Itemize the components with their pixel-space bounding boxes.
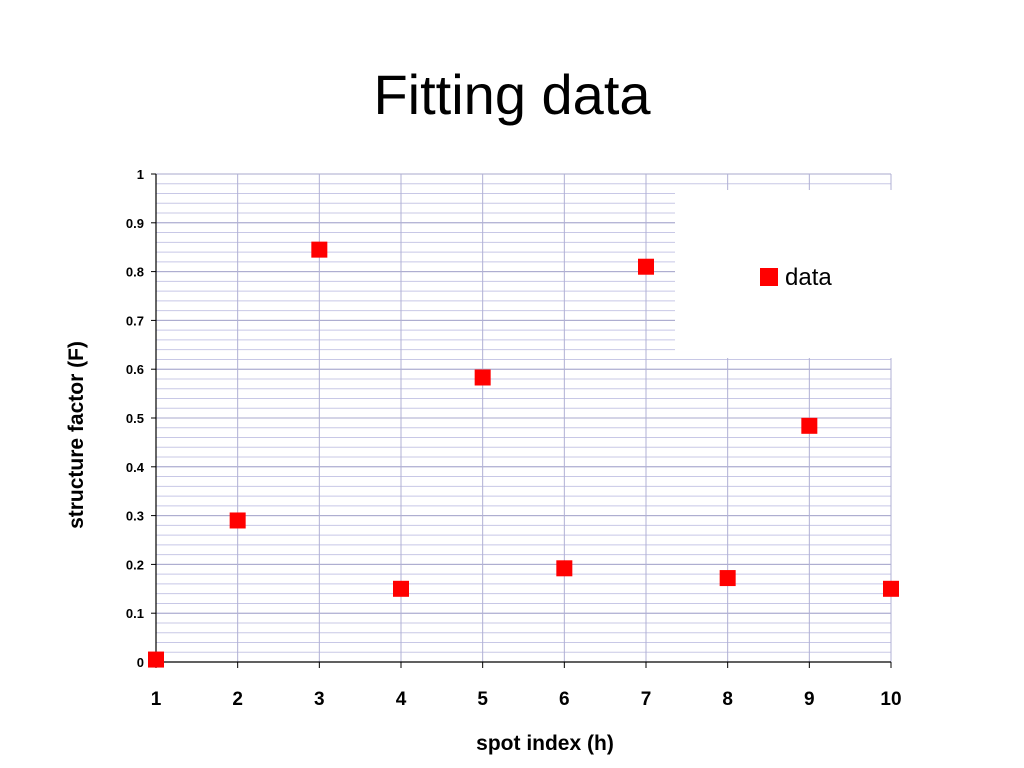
x-tick-label: 10: [880, 689, 901, 710]
x-tick-label: 1: [151, 689, 162, 710]
y-tick-label: 0.1: [126, 606, 144, 621]
y-tick-label: 0.9: [126, 216, 144, 231]
y-tick-labels: 0 0.1 0.2 0.3 0.4 0.5 0.6 0.7 0.8 0.9 1: [126, 167, 145, 670]
y-axis-label: structure factor (F): [65, 341, 88, 529]
data-points: [148, 241, 899, 668]
legend-background: [675, 190, 893, 358]
x-tick-label: 4: [396, 689, 407, 710]
y-tick-label: 1: [137, 167, 144, 182]
y-tick-label: 0.2: [126, 557, 144, 572]
data-point: [638, 258, 654, 275]
x-tick-label: 7: [641, 689, 652, 710]
y-tick-label: 0.4: [126, 460, 145, 475]
data-point: [719, 570, 736, 587]
x-tick-labels: 1 2 3 4 5 6 7 8 9 10: [151, 689, 902, 710]
data-point: [883, 580, 899, 597]
data-point: [556, 560, 573, 577]
x-tick-label: 2: [232, 689, 243, 710]
x-tick-label: 5: [477, 689, 488, 710]
y-tick-label: 0: [137, 655, 144, 670]
y-tick-label: 0.5: [126, 411, 144, 426]
y-tick-label: 0.7: [126, 313, 144, 328]
x-axis-label: spot index (h): [476, 732, 614, 755]
x-tick-label: 9: [804, 689, 815, 710]
data-point: [474, 369, 491, 386]
data-point: [393, 580, 409, 597]
y-tick-label: 0.6: [126, 362, 144, 377]
data-point: [148, 651, 164, 668]
x-tick-label: 8: [722, 689, 733, 710]
data-point: [801, 417, 818, 434]
legend-marker: [760, 268, 778, 286]
axes: [151, 173, 892, 668]
legend-label: data: [785, 264, 832, 291]
x-tick-label: 3: [314, 689, 325, 710]
legend: data: [675, 190, 893, 358]
y-tick-label: 0.3: [126, 509, 144, 524]
x-tick-label: 6: [559, 689, 570, 710]
chart-title: Fitting data: [373, 63, 651, 126]
data-point: [229, 512, 246, 529]
data-point: [311, 241, 328, 258]
y-tick-label: 0.8: [126, 265, 144, 280]
